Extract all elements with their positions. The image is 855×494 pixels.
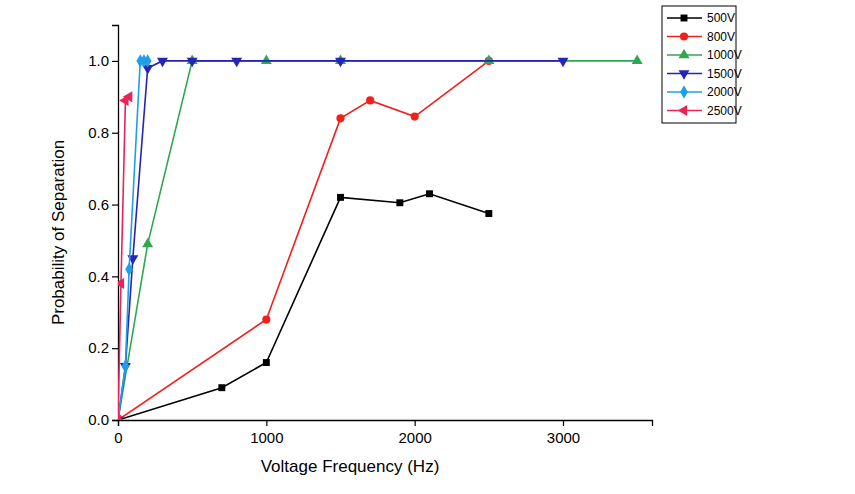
- series: [118, 57, 493, 420]
- marker: [125, 262, 133, 275]
- y-tick-label: 0.4: [88, 268, 109, 285]
- plot: 0 1000 2000 3000 0.0 0.2 0.4 0.6 0.8 1.0: [88, 26, 652, 446]
- marker: [262, 315, 270, 323]
- legend-marker: [680, 32, 688, 40]
- legend: 500V 800V 1000V 1500V 2000V 2500V: [662, 6, 742, 123]
- x-axis-title: Voltage Frequency (Hz): [261, 457, 440, 476]
- marker: [632, 55, 643, 64]
- series-line: [118, 61, 148, 420]
- series: [118, 55, 643, 420]
- series-line: [118, 61, 637, 420]
- x-tick: 3000: [547, 420, 580, 446]
- series-line: [118, 61, 489, 420]
- marker: [558, 58, 569, 67]
- series-line: [118, 61, 563, 420]
- x-tick-label: 2000: [398, 429, 431, 446]
- legend-marker: [679, 70, 690, 79]
- legend-label: 2500V: [707, 104, 742, 118]
- legend-marker: [679, 49, 690, 58]
- series-line: [118, 97, 129, 420]
- marker: [485, 210, 492, 217]
- marker: [483, 55, 494, 64]
- legend-label: 500V: [707, 11, 735, 25]
- series-line: [118, 194, 489, 420]
- marker: [337, 194, 344, 201]
- legend-label: 800V: [707, 30, 735, 44]
- x-tick: 0: [114, 420, 122, 446]
- marker: [118, 415, 121, 420]
- marker: [263, 359, 270, 366]
- x-tick-label: 1000: [250, 429, 283, 446]
- legend-label: 1500V: [707, 67, 742, 81]
- marker: [144, 54, 152, 67]
- y-tick: 1.0: [88, 52, 118, 69]
- series: [118, 91, 132, 420]
- x-tick-mark: [266, 420, 267, 426]
- x-tick: 1000: [250, 420, 283, 446]
- series: [118, 190, 492, 420]
- marker: [335, 58, 346, 67]
- marker: [426, 190, 433, 197]
- series: [118, 58, 568, 420]
- y-tick-label: 0.2: [88, 339, 109, 356]
- marker: [231, 58, 242, 67]
- marker: [261, 55, 272, 64]
- legend-marker: [680, 85, 688, 98]
- y-axis-line: [112, 26, 119, 421]
- legend-marker: [678, 105, 687, 116]
- y-tick: 0.8: [88, 124, 118, 141]
- x-tick-label: 0: [114, 429, 122, 446]
- y-tick-mark: [112, 348, 118, 349]
- y-tick-label: 0.0: [88, 411, 109, 428]
- y-tick-mark: [112, 204, 118, 205]
- y-tick: 0.0: [88, 411, 118, 428]
- y-axis: 0.0 0.2 0.4 0.6 0.8 1.0: [88, 26, 118, 429]
- y-tick-label: 1.0: [88, 52, 109, 69]
- marker: [123, 91, 132, 102]
- y-axis-title: Probability of Separation: [49, 140, 68, 325]
- legend-marker: [681, 15, 688, 22]
- marker: [122, 359, 130, 372]
- x-tick-label: 3000: [547, 429, 580, 446]
- legend-label: 1000V: [707, 48, 742, 62]
- marker: [142, 238, 153, 247]
- legend-label: 2000V: [707, 85, 742, 99]
- y-tick-label: 0.6: [88, 196, 109, 213]
- x-tick-mark: [415, 420, 416, 426]
- marker: [157, 58, 168, 67]
- y-tick-mark: [112, 61, 118, 62]
- y-tick-mark: [112, 420, 118, 421]
- y-tick: 0.6: [88, 196, 118, 213]
- x-axis: 0 1000 2000 3000: [114, 420, 652, 446]
- marker: [187, 58, 198, 67]
- x-axis-line: [119, 421, 653, 427]
- marker: [396, 199, 403, 206]
- x-tick: 2000: [398, 420, 431, 446]
- y-tick-label: 0.8: [88, 124, 109, 141]
- marker: [218, 384, 225, 391]
- y-tick-mark: [112, 276, 118, 277]
- marker: [366, 96, 374, 104]
- marker: [118, 278, 124, 289]
- x-tick-mark: [563, 420, 564, 426]
- y-tick: 0.2: [88, 339, 118, 356]
- series-area: [118, 54, 643, 420]
- y-tick-mark: [112, 133, 118, 134]
- chart: 0 1000 2000 3000 0.0 0.2 0.4 0.6 0.8 1.0 Voltage F…: [0, 0, 855, 494]
- series: [118, 54, 152, 420]
- y-tick: 0.4: [88, 268, 118, 285]
- marker: [411, 113, 419, 121]
- marker: [336, 114, 344, 122]
